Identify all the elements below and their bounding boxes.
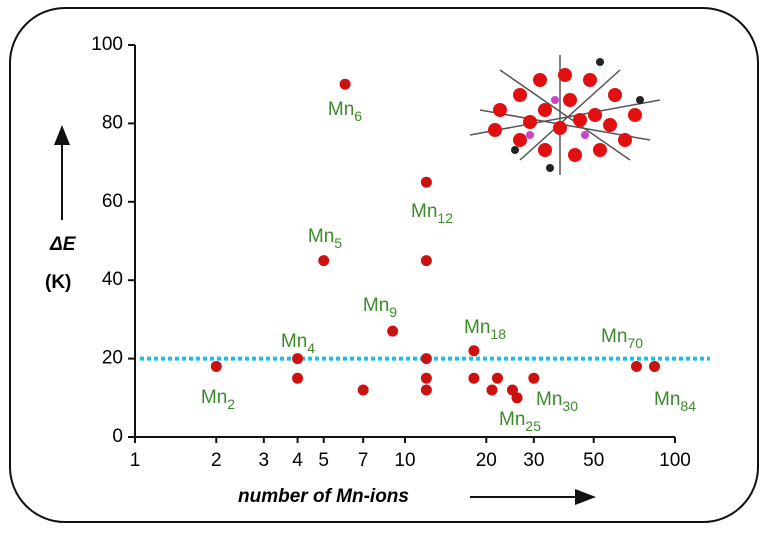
x-tick-label: 10 [394,450,415,471]
y-tick-label: 100 [91,34,123,55]
data-point [292,373,303,384]
annotation: Mn5 [308,226,342,251]
annotation-text: Mn [281,331,307,352]
annotation: Mn12 [411,201,453,226]
annotation-text: Mn [601,326,627,347]
annotation-text: Mn [308,226,334,247]
annotation-text: Mn [411,201,437,222]
x-tick-label: 3 [259,450,270,471]
data-point [340,79,351,90]
annotation: Mn2 [201,387,235,412]
annotation: Mn4 [281,331,315,356]
annotation-subscript: 84 [680,398,696,414]
annotation-subscript: 5 [334,235,342,251]
y-arrow-head [54,125,70,145]
x-label: number of Mn-ions [238,486,409,507]
x-tick-label: 50 [583,450,604,471]
annotation-subscript: 25 [525,418,541,434]
x-arrow-head [575,489,596,505]
annotation-subscript: 30 [562,398,578,414]
data-point [387,326,398,337]
annotation: Mn9 [363,295,397,320]
y-tick-label: 0 [112,426,123,447]
annotation-text: Mn [499,409,525,430]
annotation-subscript: 2 [227,396,235,412]
annotation-text: Mn [464,317,490,338]
annotation: Mn70 [601,326,643,351]
data-point [292,353,303,364]
y-label: (K) [45,272,71,293]
annotation-subscript: 6 [354,108,362,124]
annotation-subscript: 9 [389,304,397,320]
y-tick-label: 40 [102,269,123,290]
y-tick-label: 20 [102,348,123,369]
x-tick-label: 5 [318,450,329,471]
data-point [421,353,432,364]
x-tick-label: 2 [211,450,222,471]
y-label: ΔE [49,234,77,255]
x-tick-label: 100 [659,450,691,471]
data-point [421,177,432,188]
x-tick-label: 1 [130,450,141,471]
data-point [631,361,642,372]
annotation-text: Mn [654,389,680,410]
annotation-subscript: 18 [490,326,506,342]
annotation-subscript: 70 [627,335,643,351]
molecule-illustration [470,55,660,175]
data-point [492,373,503,384]
data-point [512,392,523,403]
data-point [421,384,432,395]
annotation: Mn6 [328,99,362,124]
annotation-text: Mn [363,295,389,316]
annotation: Mn18 [464,317,506,342]
y-tick-label: 80 [102,112,123,133]
data-point [421,373,432,384]
annotation-subscript: 4 [307,340,315,356]
data-point [486,384,497,395]
data-point [318,255,329,266]
data-point [421,255,432,266]
x-tick-label: 20 [476,450,497,471]
annotation: Mn84 [654,389,696,414]
chart: ΔE (K) number of Mn-ions 020406080100123… [0,0,768,530]
data-point [528,373,539,384]
x-tick-label: 4 [292,450,303,471]
data-point [468,345,479,356]
data-point [211,361,222,372]
x-tick-label: 30 [523,450,544,471]
annotation: Mn25 [499,409,541,434]
data-point [468,373,479,384]
data-point [358,384,369,395]
annotation-text: Mn [536,389,562,410]
annotation-subscript: 12 [437,210,453,226]
annotation-text: Mn [201,387,227,408]
x-tick-label: 7 [358,450,369,471]
annotation-text: Mn [328,99,354,120]
annotation: Mn30 [536,389,578,414]
data-point [649,361,660,372]
y-tick-label: 60 [102,191,123,212]
